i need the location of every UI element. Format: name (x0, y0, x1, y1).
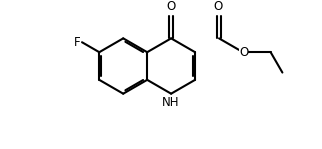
Text: O: O (239, 46, 248, 59)
Text: F: F (74, 36, 80, 49)
Text: O: O (166, 0, 176, 13)
Text: O: O (213, 0, 222, 13)
Text: NH: NH (162, 96, 180, 109)
